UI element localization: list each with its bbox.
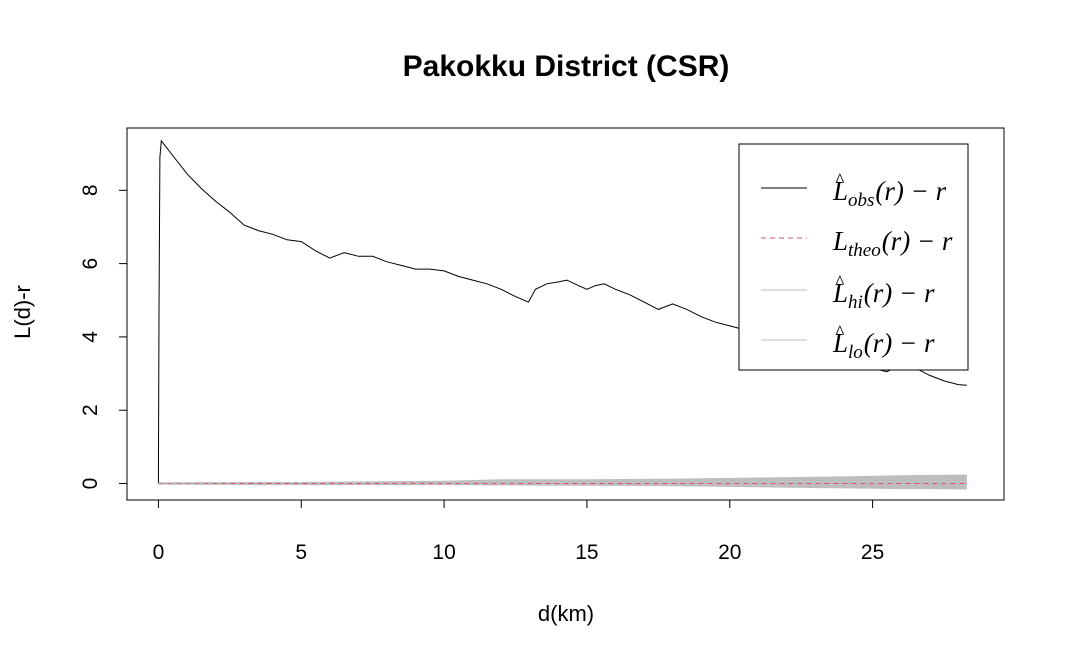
envelope-band — [158, 475, 967, 489]
x-tick-label-0: 0 — [153, 541, 165, 564]
x-tick-label-1: 5 — [295, 541, 307, 564]
y-axis: 0 2 4 6 8 — [79, 184, 128, 490]
x-axis: 0 5 10 15 20 25 — [153, 499, 884, 564]
legend-symbol-theo: L — [832, 226, 848, 256]
y-tick-label-3: 6 — [79, 258, 102, 270]
x-tick-label-5: 25 — [861, 541, 884, 564]
legend-tail-hi: (r) − r — [864, 278, 935, 308]
legend-sub-hi: hi — [848, 292, 863, 313]
y-tick-label-0: 0 — [79, 478, 102, 490]
legend-box — [738, 143, 969, 371]
legend-sub-obs: obs — [848, 190, 874, 211]
legend-tail-lo: (r) − r — [864, 328, 935, 358]
x-axis-label: d(km) — [538, 601, 594, 626]
legend-hat-hi: ^ — [835, 272, 845, 293]
legend-sub-theo: theo — [848, 240, 881, 261]
y-tick-label-4: 8 — [79, 184, 102, 196]
legend-tail-theo: (r) − r — [882, 226, 953, 256]
legend-symbol-lo: L — [832, 328, 848, 358]
y-axis-label: L(d)-r — [10, 285, 35, 339]
legend-sub-lo: lo — [848, 342, 863, 363]
legend-symbol-hi: L — [832, 278, 848, 308]
y-tick-label-1: 2 — [79, 404, 102, 416]
x-tick-label-2: 10 — [432, 541, 455, 564]
y-tick-label-2: 4 — [79, 331, 102, 343]
series-line-lo — [158, 483, 967, 490]
legend: L^obs (r) − rL theo (r) − rL^hi (r) − rL^lo(… — [738, 143, 969, 371]
legend-hat-obs: ^ — [835, 170, 845, 191]
series-line-hi — [158, 474, 967, 484]
chart-title: Pakokku District (CSR) — [403, 50, 730, 83]
x-tick-label-3: 15 — [575, 541, 598, 564]
legend-symbol-obs: L — [832, 176, 848, 206]
legend-hat-lo: ^ — [835, 322, 845, 343]
x-tick-label-4: 20 — [718, 541, 741, 564]
legend-tail-obs: (r) − r — [875, 176, 946, 206]
